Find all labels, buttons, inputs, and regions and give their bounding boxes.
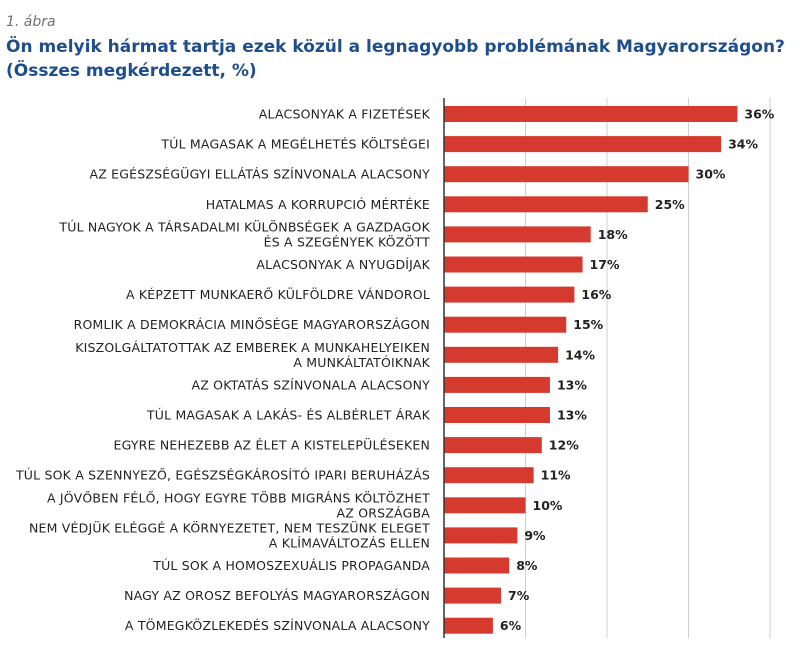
category-label: TÚL MAGASAK A LAKÁS- ÉS ALBÉRLET ÁRAK <box>146 408 431 423</box>
data-label: 13% <box>557 377 587 392</box>
chart-subtitle: (Összes megkérdezett, %) <box>6 61 257 81</box>
data-label: 16% <box>581 287 611 302</box>
data-label: 12% <box>549 438 579 453</box>
category-label: ÉS A SZEGÉNYEK KÖZÖTT <box>264 233 431 249</box>
category-label: AZ EGÉSZSÉGÜGYI ELLÁTÁS SZÍNVONALA ALACS… <box>89 166 430 182</box>
bar <box>444 106 738 122</box>
category-label: TÚL MAGASAK A MEGÉLHETÉS KÖLTSÉGEI <box>160 136 430 152</box>
data-label: 15% <box>573 317 603 332</box>
data-label: 6% <box>500 618 522 633</box>
category-label: A KÉPZETT MUNKAERŐ KÜLFÖLDRE VÁNDOROL <box>126 286 430 302</box>
bar <box>444 196 648 213</box>
data-label: 25% <box>655 197 685 212</box>
data-label: 17% <box>590 257 620 272</box>
category-label: TÚL NAGYOK A TÁRSADALMI KÜLÖNBSÉGEK A GA… <box>58 218 430 234</box>
category-label: A MUNKÁLTATÓIKNAK <box>293 355 430 370</box>
bar <box>444 437 542 454</box>
data-label: 11% <box>541 468 571 483</box>
bar <box>444 407 550 423</box>
data-label: 9% <box>524 528 546 543</box>
data-label: 14% <box>565 347 595 362</box>
bar <box>444 557 510 574</box>
bar <box>444 497 526 514</box>
bar <box>444 346 559 363</box>
data-label: 18% <box>598 227 628 242</box>
data-label: 8% <box>516 558 538 573</box>
category-label: EGYRE NEHEZEBB AZ ÉLET A KISTELEPÜLÉSEKE… <box>113 437 430 453</box>
bar <box>444 467 534 484</box>
category-label: KISZOLGÁLTATOTTAK AZ EMBEREK A MUNKAHELY… <box>75 340 430 355</box>
category-label: AZ OKTATÁS SZÍNVONALA ALACSONY <box>191 377 430 392</box>
data-label: 36% <box>744 107 774 122</box>
bar <box>444 226 591 243</box>
data-label: 7% <box>508 588 530 603</box>
category-label: A JÖVŐBEN FÉLŐ, HOGY EGYRE TÖBB MIGRÁNS … <box>47 489 430 505</box>
category-label: ROMLIK A DEMOKRÁCIA MINŐSÉGE MAGYARORSZÁ… <box>74 317 430 332</box>
category-label: ALACSONYAK A NYUGDÍJAK <box>256 257 430 272</box>
figure-number: 1. ábra <box>6 14 56 30</box>
category-label: AZ ORSZÁGBA <box>337 505 431 520</box>
category-label: A KLÍMAVÁLTOZÁS ELLEN <box>269 535 430 550</box>
category-label: NAGY AZ OROSZ BEFOLYÁS MAGYARORSZÁGON <box>124 588 430 603</box>
category-label: ALACSONYAK A FIZETÉSEK <box>259 107 431 122</box>
bar <box>444 136 722 153</box>
data-label: 34% <box>728 137 758 152</box>
bar <box>444 527 518 544</box>
bar <box>444 617 493 634</box>
bar <box>444 286 575 303</box>
bar <box>444 376 550 393</box>
data-label: 30% <box>696 167 726 182</box>
category-label: TÚL SOK A HOMOSZEXUÁLIS PROPAGANDA <box>152 558 430 573</box>
category-label: A TÖMEGKÖZLEKEDÉS SZÍNVONALA ALACSONY <box>125 617 430 633</box>
bar <box>444 166 689 183</box>
category-label: TÚL SOK A SZENNYEZŐ, EGÉSZSÉGKÁROSÍTÓ IP… <box>15 468 430 483</box>
bar <box>444 587 502 604</box>
chart-title: Ön melyik hármat tartja ezek közül a leg… <box>6 37 785 57</box>
bar <box>444 316 567 333</box>
data-label: 13% <box>557 408 587 423</box>
category-label: HATALMAS A KORRUPCIÓ MÉRTÉKE <box>206 197 430 212</box>
category-label: NEM VÉDJÜK ELÉGGÉ A KÖRNYEZETET, NEM TES… <box>29 519 430 535</box>
bar <box>444 256 583 273</box>
data-label: 10% <box>533 498 563 513</box>
